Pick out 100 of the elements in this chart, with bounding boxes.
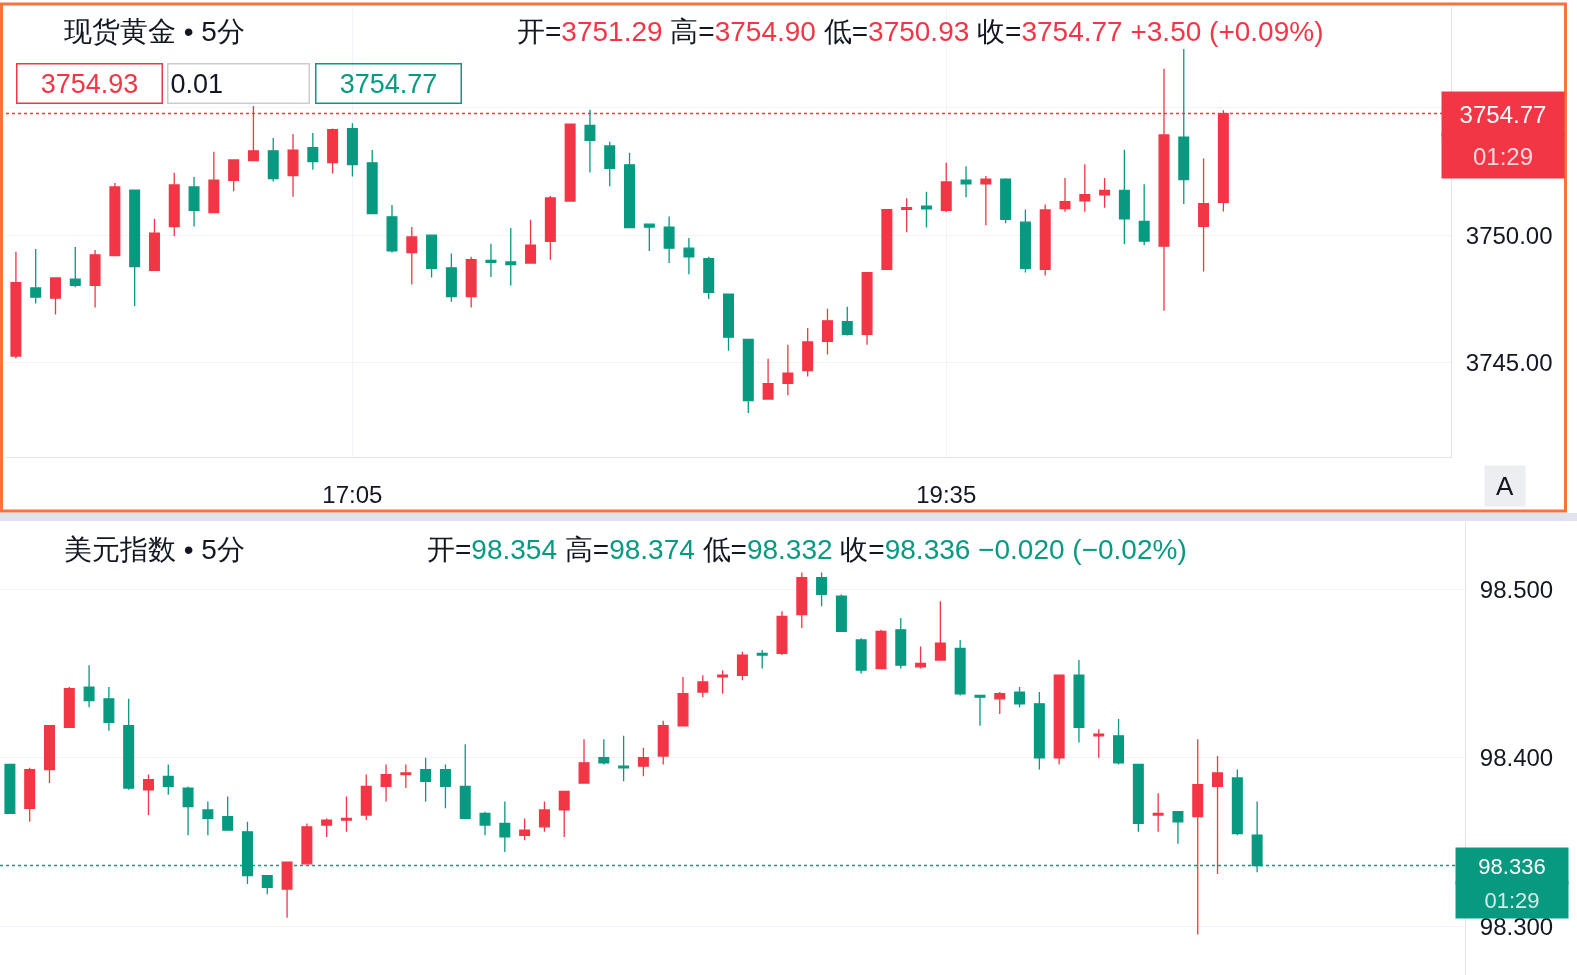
candlestick	[208, 151, 220, 214]
text: 01:29	[1484, 887, 1540, 913]
x-tick-label: 19:35	[916, 480, 977, 508]
candlestick	[1019, 208, 1031, 274]
candlestick	[683, 237, 695, 275]
candlestick	[1113, 718, 1125, 766]
candlestick	[10, 251, 22, 360]
candlestick	[525, 218, 537, 264]
candlestick	[1212, 755, 1224, 875]
candlestick	[43, 725, 55, 784]
text: 01:29	[1472, 142, 1534, 170]
chart-subtitle: 开=98.354 高=98.374 低=98.332 收=98.336 −0.020 (−0.02%)	[427, 534, 1187, 565]
candlestick	[168, 172, 180, 237]
candlestick	[129, 189, 141, 307]
annotation: 3754.93	[40, 68, 139, 99]
candlestick	[148, 218, 160, 272]
annotation: 3754.77	[339, 68, 438, 99]
candlestick	[479, 811, 491, 836]
candlestick	[420, 757, 432, 803]
candlestick	[346, 122, 358, 178]
candlestick	[406, 226, 418, 286]
candlestick	[63, 686, 75, 729]
candlestick	[578, 738, 590, 784]
candlestick	[519, 817, 531, 841]
candlestick	[340, 795, 352, 833]
ref-line-label: 3754.77	[1459, 100, 1547, 128]
candlestick	[881, 209, 893, 271]
candlestick	[1000, 177, 1012, 224]
candlestick	[386, 204, 398, 254]
ref-line-label: 98.336	[1478, 853, 1546, 879]
annotation: 0.01	[170, 68, 224, 99]
candlestick	[663, 215, 675, 264]
candlestick	[782, 344, 794, 396]
candlestick	[465, 256, 477, 309]
candlestick	[624, 152, 636, 229]
candlestick	[83, 664, 95, 708]
candlestick	[717, 669, 729, 695]
candlestick	[604, 141, 616, 187]
candlestick	[861, 272, 873, 346]
candlestick	[281, 861, 293, 919]
candlestick	[123, 698, 135, 791]
candlestick	[202, 800, 214, 836]
candlestick	[980, 175, 992, 226]
y-tick-label: 3745.00	[1465, 349, 1553, 377]
candlestick	[920, 191, 932, 229]
candlestick	[1039, 203, 1051, 277]
x-tick-label: 17:05	[322, 480, 383, 508]
candlestick	[875, 629, 887, 670]
candlestick	[1138, 183, 1150, 246]
candlestick	[1118, 149, 1130, 245]
candlestick	[802, 327, 814, 378]
candlestick	[960, 165, 972, 198]
candlestick	[103, 686, 115, 732]
candlestick	[400, 763, 412, 789]
candlestick	[485, 243, 497, 278]
candlestick	[1198, 157, 1210, 273]
candlestick	[109, 182, 121, 257]
candlestick	[643, 223, 655, 252]
y-tick-label: 98.500	[1479, 575, 1554, 603]
candlestick	[380, 763, 392, 803]
candlestick	[776, 610, 788, 656]
candlestick	[756, 649, 768, 670]
candlestick	[618, 735, 630, 782]
candlestick	[188, 176, 200, 228]
candlestick	[703, 256, 715, 300]
candlestick	[1178, 48, 1190, 205]
candlestick	[1053, 674, 1065, 766]
chart-title: 现货黄金 • 5分	[64, 16, 245, 47]
candlestick	[360, 773, 372, 821]
candlestick	[697, 674, 709, 698]
candlestick	[657, 720, 669, 766]
candlestick	[1099, 177, 1111, 209]
candlestick	[1033, 691, 1045, 771]
candlestick	[228, 159, 240, 192]
candlestick	[1192, 738, 1204, 936]
candlestick	[261, 874, 273, 895]
candlestick	[439, 763, 451, 809]
candlestick	[841, 306, 853, 337]
candlestick	[89, 249, 101, 309]
candlestick	[723, 293, 734, 352]
candlestick	[1132, 763, 1144, 833]
candlestick	[974, 694, 986, 727]
candlestick	[855, 637, 867, 675]
chart-title: 美元指数 • 5分	[64, 534, 245, 565]
chart-subtitle: 开=3751.29 高=3754.90 低=3750.93 收=3754.77 +3.50 (+0.09%)	[517, 16, 1324, 47]
candlestick	[1059, 177, 1071, 213]
candlestick	[24, 767, 36, 823]
candlestick	[301, 822, 313, 865]
candlestick	[934, 600, 946, 661]
candlestick	[1073, 659, 1085, 744]
candlestick	[426, 234, 438, 279]
candlestick	[895, 617, 907, 670]
candlestick	[505, 227, 517, 287]
candlestick	[1079, 163, 1091, 213]
candlestick	[598, 738, 610, 766]
candlestick	[544, 195, 556, 261]
candlestick	[1093, 728, 1105, 759]
candlestick	[1152, 792, 1164, 833]
candlestick	[1231, 768, 1243, 836]
candlestick	[162, 763, 174, 796]
